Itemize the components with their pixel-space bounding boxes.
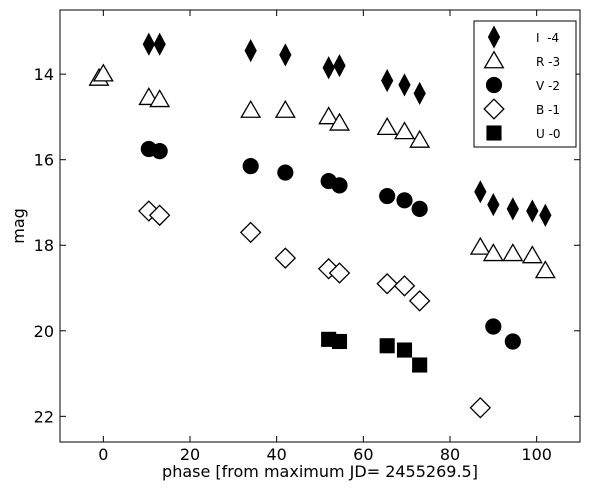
data-point: [92, 63, 114, 82]
data-point: [153, 32, 166, 56]
data-point: [396, 192, 413, 209]
data-point: [394, 121, 415, 140]
data-point: [379, 187, 396, 205]
data-point: [240, 99, 262, 118]
data-point: [506, 197, 519, 221]
x-tick-label: 80: [440, 445, 460, 464]
y-tick-label: 20: [34, 322, 54, 341]
data-point: [331, 333, 348, 350]
series-b-1: [138, 200, 492, 419]
data-point: [322, 56, 335, 80]
legend-marker: [483, 50, 505, 69]
data-point: [396, 342, 413, 358]
legend-label: I -4: [536, 31, 559, 45]
legend-marker: [485, 76, 503, 94]
data-point: [521, 245, 543, 264]
data-point: [329, 112, 350, 131]
data-point: [279, 43, 292, 67]
data-point: [328, 262, 351, 284]
legend-label: R -3: [536, 55, 560, 69]
data-point: [469, 397, 492, 419]
data-point: [376, 272, 398, 295]
data-point: [413, 81, 426, 105]
data-point: [393, 275, 416, 297]
data-point: [474, 180, 487, 204]
data-point: [482, 243, 504, 262]
data-point: [149, 89, 171, 108]
y-axis-label: mag: [9, 208, 28, 244]
x-tick-label: 0: [98, 445, 108, 464]
legend-items: I -4 R -3 V -2 B -1 U -0: [483, 25, 561, 141]
data-point: [274, 99, 296, 118]
legend-marker: [483, 98, 505, 120]
ticks-layer: 0 20 40 60 80 100 14 16 18 20 22: [34, 10, 580, 464]
series-i-4: [142, 32, 552, 227]
data-point: [398, 73, 411, 97]
legend-label: V -2: [536, 79, 560, 93]
data-point: [239, 221, 262, 244]
data-point: [411, 200, 428, 217]
legend-marker: [487, 25, 501, 49]
data-point: [277, 164, 294, 181]
data-point: [412, 357, 428, 373]
x-tick-label: 60: [353, 445, 373, 464]
data-point: [244, 39, 257, 63]
y-tick-label: 16: [34, 151, 54, 170]
data-point: [504, 333, 521, 350]
data-point: [274, 247, 297, 269]
series-u-0: [321, 331, 428, 373]
legend-label: U -0: [536, 127, 561, 141]
x-tick-label: 20: [180, 445, 200, 464]
y-tick-label: 22: [34, 407, 54, 426]
data-point: [142, 32, 155, 56]
data-point: [148, 204, 171, 227]
y-tick-label: 14: [34, 65, 54, 84]
series-r-3: [88, 63, 556, 279]
data-point: [502, 243, 524, 262]
data-point: [138, 200, 160, 222]
data-point: [534, 260, 556, 279]
data-point: [379, 338, 395, 354]
data-point: [469, 236, 491, 255]
data-point: [376, 116, 398, 136]
data-point: [408, 290, 431, 312]
data-point: [318, 106, 340, 125]
x-axis-label: phase [from maximum JD= 2455269.5]: [162, 462, 478, 481]
legend-label: B -1: [536, 103, 560, 117]
x-tick-label: 100: [521, 445, 552, 464]
data-point: [333, 54, 346, 78]
plot-layer: [88, 32, 556, 419]
legend: I -4 R -3 V -2 B -1 U -0: [473, 20, 577, 148]
data-point: [539, 203, 552, 227]
data-point: [409, 129, 431, 148]
data-point: [381, 68, 394, 93]
x-tick-label: 40: [266, 445, 286, 464]
plot-frame: [59, 9, 581, 443]
y-tick-label: 18: [34, 236, 54, 255]
data-point: [526, 199, 539, 223]
data-point: [487, 193, 500, 217]
legend-marker: [486, 125, 502, 141]
data-point: [485, 318, 502, 335]
data-point: [151, 143, 168, 160]
series-v-2: [140, 140, 521, 350]
data-point: [242, 158, 259, 175]
data-point: [331, 177, 348, 194]
